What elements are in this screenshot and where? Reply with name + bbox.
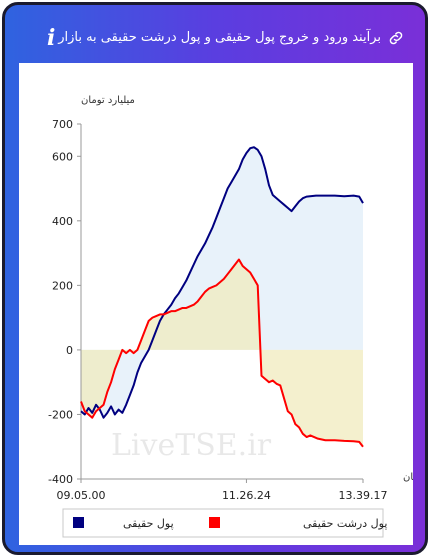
- legend-swatch-0: [73, 517, 84, 528]
- chart-title: برآیند ورود و خروج پول حقیقی و پول درشت …: [58, 30, 381, 45]
- chart-panel: -400 -200 0 200 400 600 700 09.05.00 11.26.24 13.…: [19, 63, 424, 545]
- series-1-area: [81, 259, 363, 447]
- y-tick-label: 400: [52, 215, 73, 228]
- chart-card: برآیند ورود و خروج پول حقیقی و پول درشت …: [2, 2, 428, 555]
- watermark: LiveTSE.ir: [111, 428, 272, 463]
- x-tick-label: 09.05.00: [57, 489, 106, 502]
- y-tick-label: 0: [66, 344, 73, 357]
- y-axis-label: میلیارد تومان: [81, 95, 135, 106]
- legend-label-0: پول حقیقی: [123, 517, 174, 530]
- y-tick-label: 600: [52, 150, 73, 163]
- x-axis-label: زمان: [403, 472, 413, 483]
- y-tick-label: 700: [52, 118, 73, 131]
- y-tick-label: 200: [52, 279, 73, 292]
- info-icon[interactable]: i: [47, 25, 56, 51]
- y-tick-label: -400: [48, 473, 73, 486]
- x-tick-label: 11.26.24: [222, 489, 271, 502]
- legend: پول حقیقی پول درشت حقیقی: [62, 508, 387, 538]
- y-tick-label: -200: [48, 408, 73, 421]
- series-0-line: [80, 146, 364, 419]
- series-1-line: [80, 258, 364, 448]
- x-tick-label: 13.39.17: [339, 489, 388, 502]
- link-icon[interactable]: [387, 29, 405, 47]
- chart-svg: -400 -200 0 200 400 600 700 09.05.00 11.26.24 13.…: [48, 95, 424, 538]
- card-header: برآیند ورود و خروج پول حقیقی و پول درشت …: [5, 5, 425, 65]
- legend-label-1: پول درشت حقیقی: [303, 517, 387, 530]
- legend-swatch-1: [209, 517, 220, 528]
